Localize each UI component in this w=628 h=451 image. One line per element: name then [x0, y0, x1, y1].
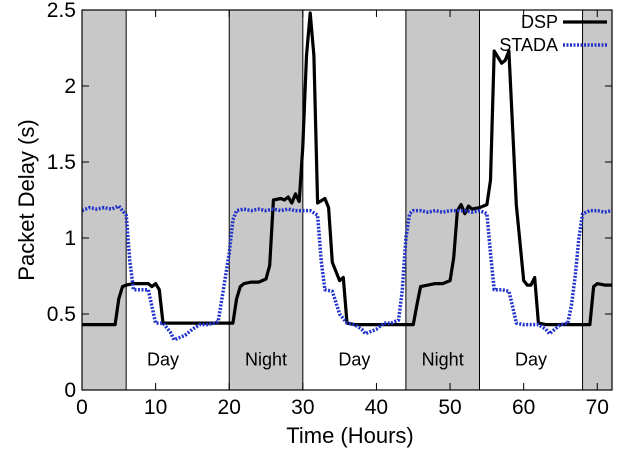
shaded-regions: [81, 9, 613, 391]
region-label-day: Day: [515, 350, 547, 370]
region-label-night: Night: [422, 350, 464, 370]
series-lines: [82, 11, 612, 342]
y-tick-label: 1.5: [47, 151, 76, 174]
region-label-day: Day: [147, 350, 179, 370]
x-tick-label: 20: [218, 396, 241, 419]
shaded-region-0: [81, 9, 127, 391]
x-tick-label: 60: [512, 396, 535, 419]
shaded-region-2: [405, 9, 480, 391]
y-tick-label: 0.5: [47, 303, 76, 326]
x-tick-label: 10: [144, 396, 167, 419]
shaded-region-3: [582, 9, 613, 391]
y-tick-label: 2: [64, 75, 76, 98]
legend: DSP STADA: [499, 12, 607, 55]
axis-ticks: 0 10 20 30 40 50 60 70 0 0.5 1 1.5 2 2.5: [47, 0, 612, 419]
series-line-dsp: [82, 11, 612, 327]
legend-label-stada: STADA: [499, 35, 558, 55]
y-tick-label: 1: [64, 227, 76, 250]
x-tick-label: 30: [291, 396, 314, 419]
x-axis-label: Time (Hours): [286, 423, 414, 448]
x-tick-label: 40: [365, 396, 388, 419]
plot-frame: [81, 9, 613, 391]
x-tick-label: 0: [76, 396, 88, 419]
x-tick-label: 50: [438, 396, 461, 419]
region-label-night: Night: [245, 350, 287, 370]
legend-label-dsp: DSP: [521, 12, 558, 32]
y-tick-label: 2.5: [47, 0, 76, 22]
region-label-day: Day: [338, 350, 370, 370]
y-tick-label: 0: [64, 379, 76, 402]
x-tick-label: 70: [586, 396, 609, 419]
series-line-stada: [82, 204, 612, 342]
region-labels: Day Night Day Night Day: [147, 350, 547, 370]
plot-border: [81, 9, 613, 391]
y-axis-label: Packet Delay (s): [14, 119, 39, 280]
